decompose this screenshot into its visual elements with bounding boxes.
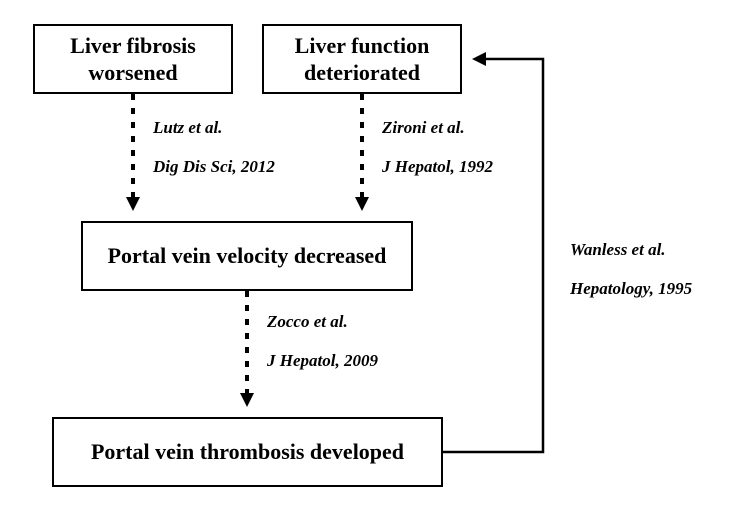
citation-zocco-journal: J Hepatol, 2009 bbox=[267, 351, 378, 371]
node-liver-fibrosis: Liver fibrosis worsened bbox=[33, 24, 233, 94]
citation-zironi-journal: J Hepatol, 1992 bbox=[382, 157, 493, 177]
citation-lutz-journal: Dig Dis Sci, 2012 bbox=[153, 157, 275, 177]
node-portal-velocity: Portal vein velocity decreased bbox=[81, 221, 413, 291]
citation-wanless-journal: Hepatology, 1995 bbox=[570, 279, 692, 299]
citation-zocco-author: Zocco et al. bbox=[267, 312, 348, 332]
citation-lutz-author: Lutz et al. bbox=[153, 118, 222, 138]
citation-wanless-author: Wanless et al. bbox=[570, 240, 666, 260]
node-label: Liver fibrosis worsened bbox=[43, 32, 223, 87]
node-liver-function: Liver function deteriorated bbox=[262, 24, 462, 94]
node-label: Liver function deteriorated bbox=[272, 32, 452, 87]
node-portal-thrombosis: Portal vein thrombosis developed bbox=[52, 417, 443, 487]
node-label: Portal vein thrombosis developed bbox=[91, 438, 404, 466]
citation-zironi-author: Zironi et al. bbox=[382, 118, 465, 138]
node-label: Portal vein velocity decreased bbox=[108, 242, 387, 270]
